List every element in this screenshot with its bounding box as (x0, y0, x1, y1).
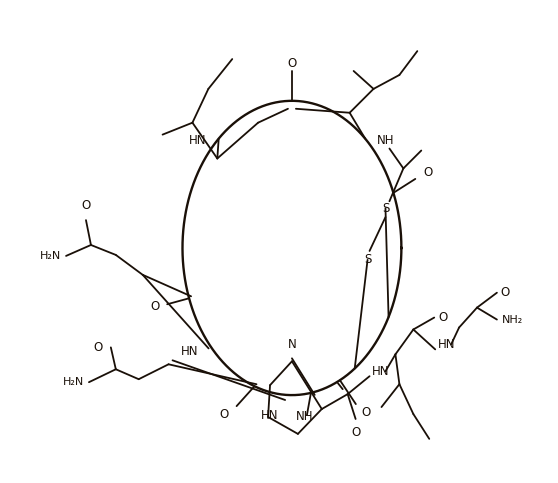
Text: NH: NH (377, 134, 395, 147)
Text: S: S (382, 202, 389, 214)
Text: H₂N: H₂N (62, 377, 84, 387)
Text: N: N (287, 339, 296, 351)
Text: O: O (362, 406, 371, 419)
Text: O: O (287, 57, 296, 70)
Text: S: S (364, 254, 371, 267)
Text: HN: HN (189, 134, 207, 147)
Text: O: O (150, 300, 159, 313)
Text: NH: NH (296, 410, 314, 423)
Text: O: O (94, 341, 103, 354)
Text: O: O (219, 408, 229, 421)
Text: NH₂: NH₂ (502, 314, 523, 325)
Text: O: O (81, 199, 90, 212)
Text: HN: HN (261, 409, 278, 422)
Text: O: O (438, 311, 448, 324)
Text: O: O (424, 167, 432, 180)
Text: HN: HN (372, 365, 389, 378)
Text: H₂N: H₂N (40, 251, 61, 261)
Text: O: O (351, 426, 360, 439)
Text: HN: HN (181, 345, 199, 358)
Text: HN: HN (438, 338, 456, 351)
Text: O: O (500, 286, 509, 299)
